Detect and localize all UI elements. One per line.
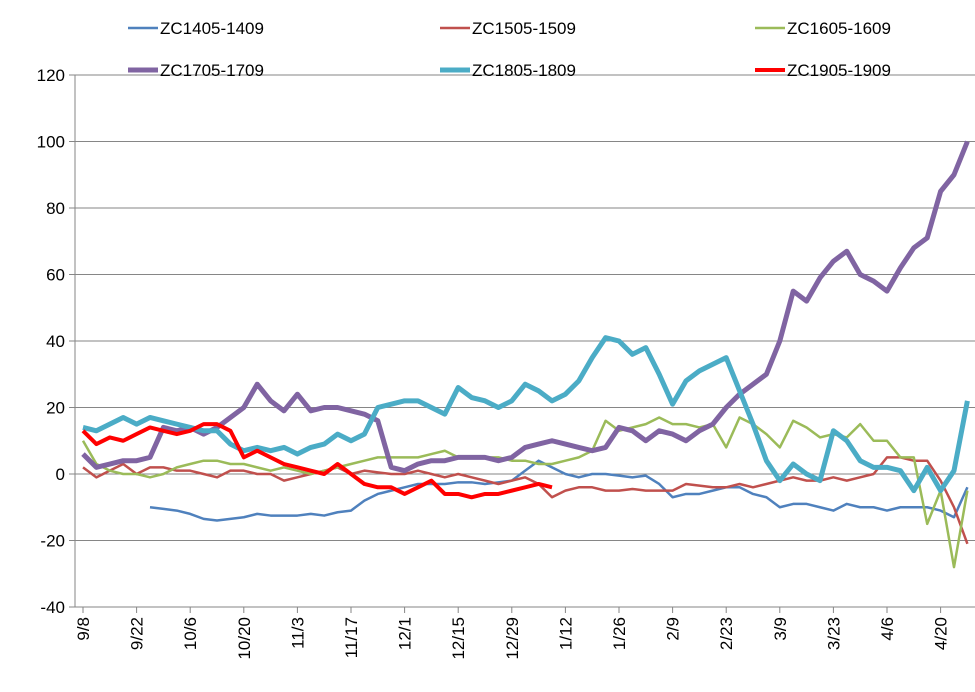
series-line [82,335,970,494]
x-tick-label: 12/1 [396,617,415,650]
x-tick-label: 3/23 [824,617,843,650]
y-tick-label: -20 [40,532,65,551]
legend-label: ZC1505-1509 [472,19,576,38]
x-tick-label: 9/8 [74,617,93,641]
legend-label: ZC1905-1909 [787,61,891,80]
series-line [149,459,969,522]
x-tick-label: 10/6 [181,617,200,650]
series-line [81,140,970,474]
x-tick-label: 1/12 [556,617,575,650]
legend-label: ZC1805-1809 [472,61,576,80]
y-tick-label: 120 [37,66,65,85]
legend-label: ZC1405-1409 [160,19,264,38]
legend-label: ZC1705-1709 [160,61,264,80]
x-tick-label: 1/26 [610,617,629,650]
x-tick-label: 11/3 [288,617,307,649]
y-tick-label: 100 [37,133,65,152]
legend-label: ZC1605-1609 [787,19,891,38]
x-tick-label: 12/15 [449,617,468,660]
x-tick-label: 3/9 [771,617,790,641]
x-tick-label: 10/20 [235,617,254,660]
x-tick-label: 12/29 [503,617,522,660]
x-tick-label: 4/20 [932,617,951,650]
y-tick-label: -40 [40,598,65,617]
series-line [81,416,969,569]
y-tick-label: 80 [46,199,65,218]
series-line [81,422,553,500]
x-tick-label: 2/9 [664,617,683,641]
y-tick-label: 20 [46,399,65,418]
y-tick-label: 40 [46,332,65,351]
x-tick-label: 4/6 [878,617,897,641]
y-tick-label: 0 [56,465,65,484]
x-tick-label: 2/23 [717,617,736,650]
x-tick-label: 11/17 [342,617,361,658]
y-tick-label: 60 [46,266,65,285]
x-tick-label: 9/22 [128,617,147,650]
